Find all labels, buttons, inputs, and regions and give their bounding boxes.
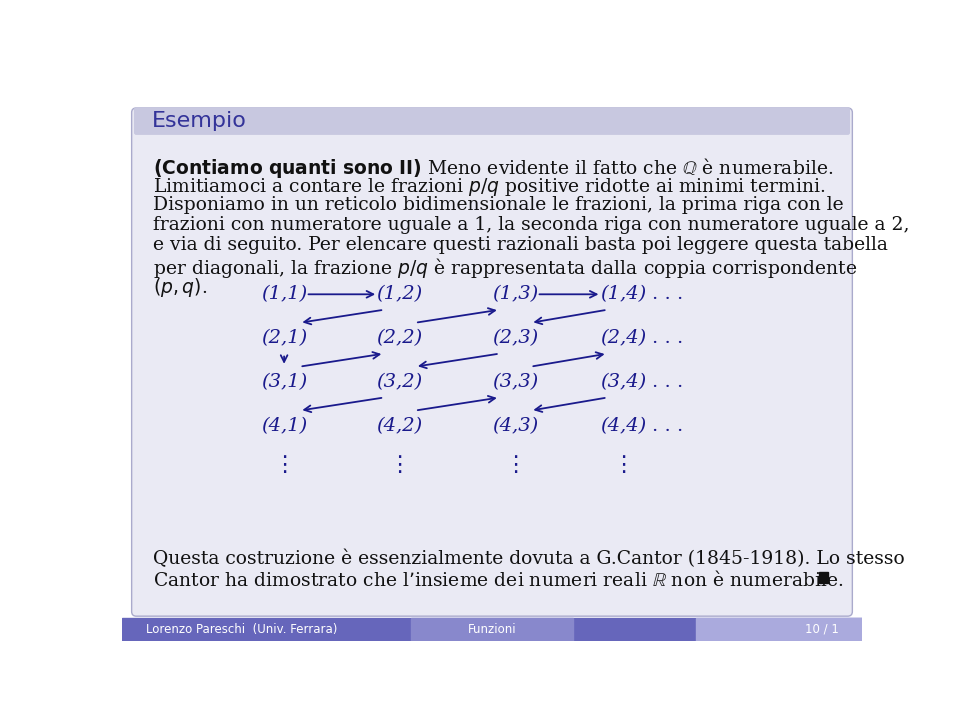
Text: (1,3): (1,3) <box>492 285 539 303</box>
Text: (3,1): (3,1) <box>261 373 307 391</box>
Text: ⋮: ⋮ <box>612 455 634 475</box>
Text: (4,4): (4,4) <box>600 417 646 435</box>
Text: (3,3): (3,3) <box>492 373 539 391</box>
Text: Disponiamo in un reticolo bidimensionale le frazioni, la prima riga con le: Disponiamo in un reticolo bidimensionale… <box>154 196 844 214</box>
Text: . . .: . . . <box>652 285 684 303</box>
Bar <box>696 618 861 641</box>
Text: 10 / 1: 10 / 1 <box>804 623 838 636</box>
Text: (2,1): (2,1) <box>261 329 307 347</box>
Text: $(p,q)$.: $(p,q)$. <box>154 276 207 299</box>
Text: Cantor ha dimostrato che l’insieme dei numeri reali $\mathbb{R}$ non è numerabil: Cantor ha dimostrato che l’insieme dei n… <box>154 570 844 590</box>
Text: (3,4): (3,4) <box>600 373 646 391</box>
Text: Lorenzo Pareschi  (Univ. Ferrara): Lorenzo Pareschi (Univ. Ferrara) <box>146 623 337 636</box>
Text: . . .: . . . <box>652 373 684 391</box>
Bar <box>411 618 573 641</box>
FancyBboxPatch shape <box>132 108 852 616</box>
Text: (4,1): (4,1) <box>261 417 307 435</box>
FancyBboxPatch shape <box>134 107 850 135</box>
Text: frazioni con numeratore uguale a 1, la seconda riga con numeratore uguale a 2,: frazioni con numeratore uguale a 1, la s… <box>154 216 910 234</box>
Text: per diagonali, la frazione $p/q$ è rappresentata dalla coppia corrispondente: per diagonali, la frazione $p/q$ è rappr… <box>154 256 857 280</box>
Text: Questa costruzione è essenzialmente dovuta a G.Cantor (1845-1918). Lo stesso: Questa costruzione è essenzialmente dovu… <box>154 550 905 568</box>
Text: . . .: . . . <box>652 329 684 347</box>
Text: $\mathbf{(Contiamo\ quanti\ sono\ II)}$$\ $Meno evidente il fatto che $\mathbb{Q: $\mathbf{(Contiamo\ quanti\ sono\ II)}$$… <box>154 156 833 180</box>
Text: (4,3): (4,3) <box>492 417 539 435</box>
Text: (4,2): (4,2) <box>376 417 422 435</box>
Text: (2,3): (2,3) <box>492 329 539 347</box>
Text: (2,4): (2,4) <box>600 329 646 347</box>
Text: Funzioni: Funzioni <box>468 623 516 636</box>
Text: ⋮: ⋮ <box>504 455 526 475</box>
Text: ⋮: ⋮ <box>273 455 296 475</box>
Bar <box>819 572 828 583</box>
Text: (1,2): (1,2) <box>376 285 422 303</box>
Text: Limitiamoci a contare le frazioni $p/q$ positive ridotte ai minimi termini.: Limitiamoci a contare le frazioni $p/q$ … <box>154 176 826 198</box>
Text: (1,1): (1,1) <box>261 285 307 303</box>
Bar <box>123 618 861 641</box>
Text: e via di seguito. Per elencare questi razionali basta poi leggere questa tabella: e via di seguito. Per elencare questi ra… <box>154 235 888 253</box>
Text: Esempio: Esempio <box>152 111 247 131</box>
Text: ⋮: ⋮ <box>389 455 411 475</box>
Text: . . .: . . . <box>652 417 684 435</box>
Text: (1,4): (1,4) <box>600 285 646 303</box>
Text: (2,2): (2,2) <box>376 329 422 347</box>
Text: (3,2): (3,2) <box>376 373 422 391</box>
